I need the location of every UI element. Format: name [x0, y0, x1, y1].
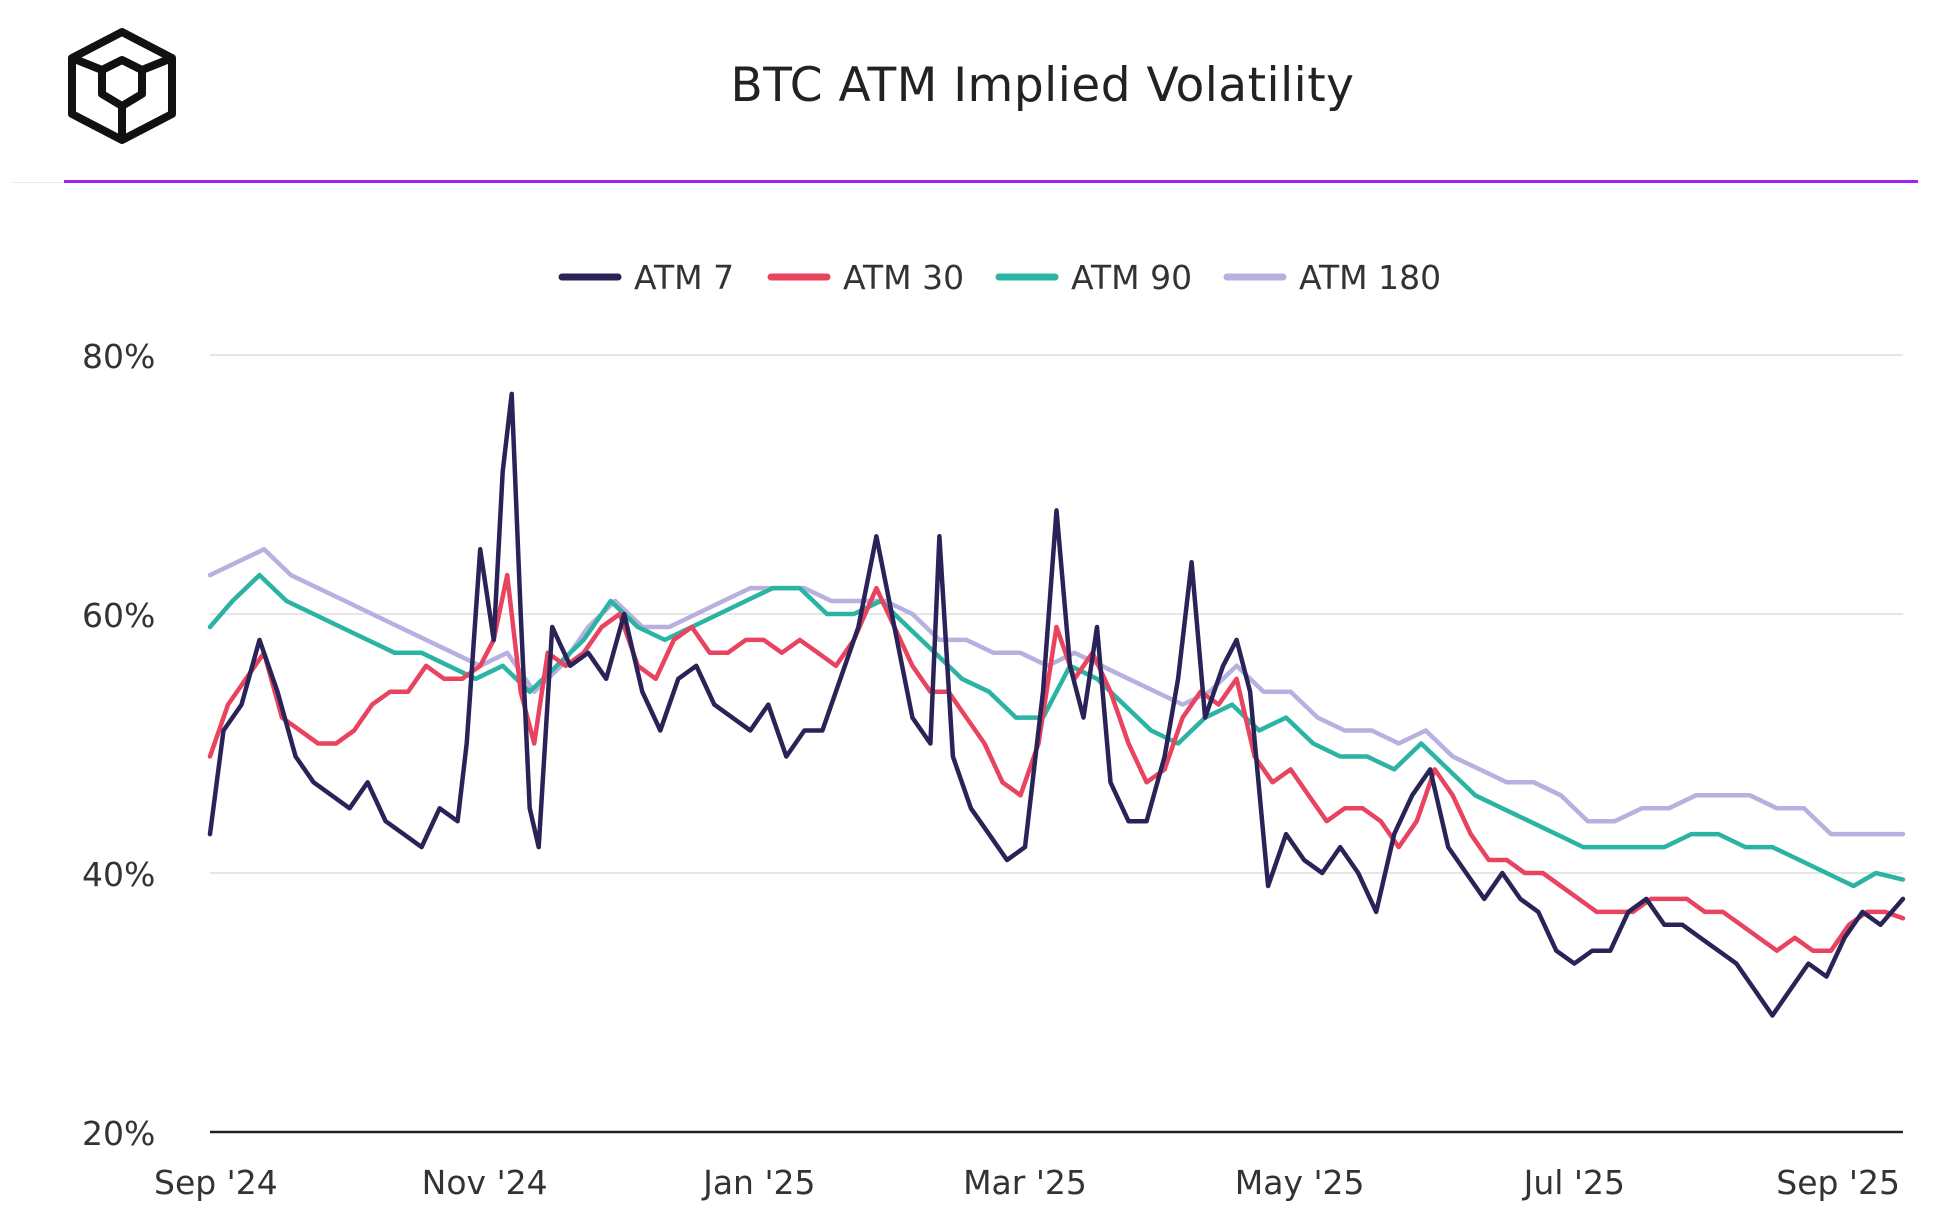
x-tick-label: Jul '25 [1522, 1163, 1625, 1202]
x-tick-label: Jan '25 [701, 1163, 815, 1202]
y-tick-label: 40% [82, 855, 155, 894]
legend-label: ATM 180 [1299, 258, 1441, 297]
brand-logo-icon [68, 28, 176, 144]
series-line-atm-30 [207, 572, 1906, 953]
legend-label: ATM 90 [1071, 258, 1192, 297]
x-tick-label: Mar '25 [963, 1163, 1087, 1202]
accent-divider [64, 180, 1918, 183]
series-line-atm-7 [207, 391, 1906, 1018]
series-line-atm-90 [207, 572, 1906, 889]
y-tick-label: 60% [82, 596, 155, 635]
series-line-atm-180 [207, 547, 1906, 837]
page-title: BTC ATM Implied Volatility [730, 58, 1355, 113]
legend-label: ATM 7 [634, 258, 734, 297]
x-tick-label: Nov '24 [422, 1163, 548, 1202]
y-tick-label: 20% [82, 1114, 155, 1153]
x-tick-label: May '25 [1235, 1163, 1365, 1202]
x-tick-label: Sep '25 [1776, 1163, 1900, 1202]
x-tick-label: Sep '24 [154, 1163, 278, 1202]
legend-label: ATM 30 [843, 258, 964, 297]
y-tick-label: 80% [82, 337, 155, 376]
